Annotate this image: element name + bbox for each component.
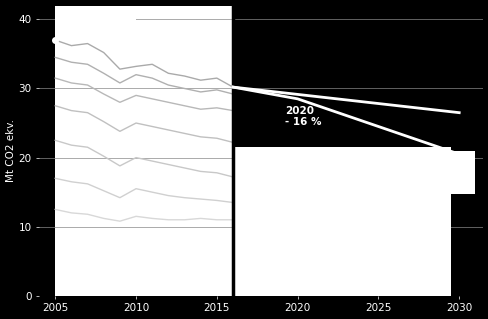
Bar: [232, 147, 450, 296]
Text: 2020
- 16 %: 2020 - 16 %: [284, 106, 321, 127]
Bar: [437, 151, 474, 194]
Bar: [55, 5, 232, 296]
Y-axis label: Mt CO2 ekv.: Mt CO2 ekv.: [5, 119, 16, 182]
Text: uvuosi: uvuosi: [141, 18, 175, 28]
Bar: [55, 5, 136, 30]
